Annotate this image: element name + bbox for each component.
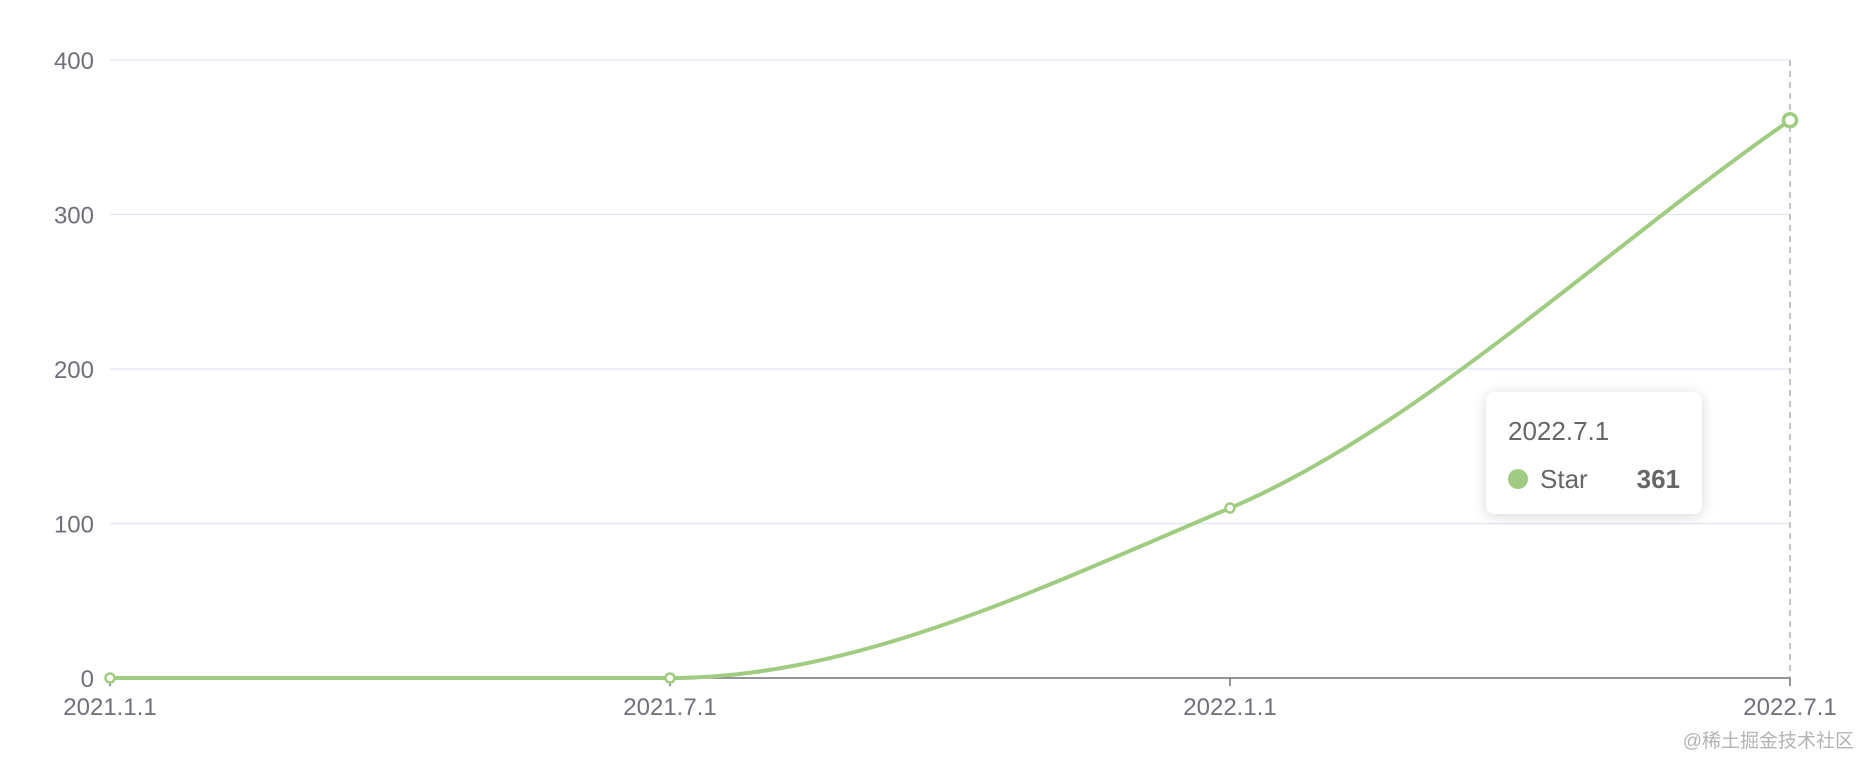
- y-tick-label: 300: [54, 203, 94, 230]
- x-tick-label: 2022.1.1: [1183, 694, 1276, 721]
- y-tick-label: 400: [54, 48, 94, 75]
- data-point: [1781, 112, 1799, 129]
- x-tick-label: 2022.7.1: [1743, 694, 1836, 721]
- series-line: [110, 118, 1792, 681]
- tooltip-series-name: Star: [1540, 464, 1588, 494]
- tooltip-title: 2022.7.1: [1508, 416, 1610, 446]
- watermark: @稀土掘金技术社区: [1682, 731, 1854, 752]
- tooltip-row: Star 361: [1508, 462, 1680, 496]
- y-tick-label: 0: [81, 666, 94, 693]
- tooltip-value: 361: [1636, 464, 1680, 494]
- data-point: [104, 672, 116, 684]
- y-tick-label: 200: [54, 357, 94, 384]
- x-tick-label: 2021.1.1: [63, 694, 156, 721]
- data-point: [1224, 502, 1236, 514]
- data-point: [664, 672, 676, 684]
- series-marker-icon: [1508, 469, 1528, 489]
- y-tick-label: 100: [54, 512, 94, 539]
- chart-tooltip: 2022.7.1 Star 361: [1486, 392, 1702, 514]
- x-tick-label: 2021.7.1: [623, 694, 716, 721]
